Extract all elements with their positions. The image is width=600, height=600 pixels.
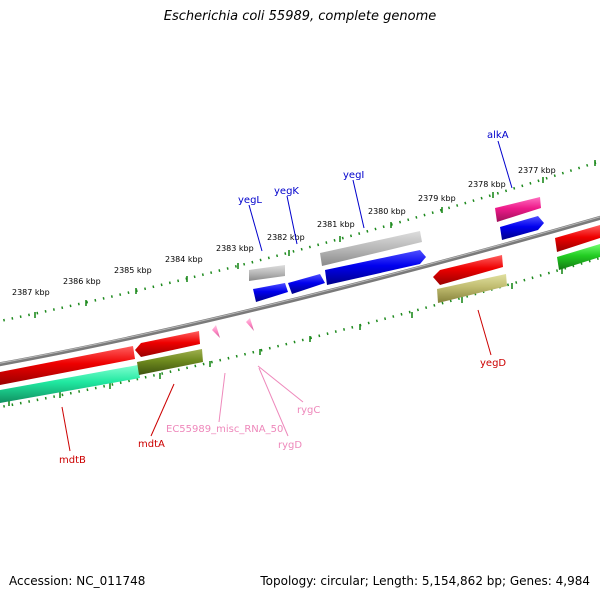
rna-label-misc[interactable]: EC55989_misc_RNA_50 — [166, 424, 283, 435]
ruler-labels: 2387 kbp 2386 kbp 2385 kbp 2384 kbp 2383… — [12, 166, 556, 297]
gene-label-yegK[interactable]: yegK — [274, 186, 299, 197]
inner-ruler-ticks — [8, 268, 563, 406]
ruler-label-2385: 2385 kbp — [114, 266, 152, 275]
ruler-label-2381: 2381 kbp — [317, 220, 355, 229]
gene-mdtB-teal[interactable] — [0, 365, 140, 403]
accession-label: Accession: NC_011748 — [9, 574, 146, 588]
outer-ruler-ticks — [34, 160, 596, 318]
gene-yegI-gray[interactable] — [320, 231, 422, 266]
gene-mdtA-olive[interactable] — [137, 349, 203, 375]
misc-rna-feature[interactable] — [212, 325, 220, 338]
dna-backbone-highlight — [0, 216, 600, 364]
gene-right-red[interactable] — [555, 225, 600, 252]
genome-summary-label: Topology: circular; Length: 5,154,862 bp… — [260, 574, 590, 588]
ruler-label-2377: 2377 kbp — [518, 166, 556, 175]
gene-right-green[interactable] — [557, 244, 600, 270]
gene-yegD-olive[interactable] — [437, 274, 507, 303]
gene-label-yegD[interactable]: yegD — [480, 358, 506, 369]
gene-mdtA-cds[interactable] — [135, 331, 200, 357]
ruler-label-2379: 2379 kbp — [418, 194, 456, 203]
ruler-label-2387: 2387 kbp — [12, 288, 50, 297]
ruler-label-2383: 2383 kbp — [216, 244, 254, 253]
gene-yegI-cds[interactable] — [325, 250, 426, 285]
ryg-rna-feature[interactable] — [246, 318, 254, 331]
ruler-label-2386: 2386 kbp — [63, 277, 101, 286]
ruler-label-2380: 2380 kbp — [368, 207, 406, 216]
label-connectors — [61, 140, 513, 452]
gene-label-mdtA[interactable]: mdtA — [138, 439, 165, 450]
map-title: Escherichia coli 55989, complete genome — [163, 9, 437, 24]
gene-yegL-cds[interactable] — [253, 283, 288, 302]
gene-label-yegL[interactable]: yegL — [238, 195, 262, 206]
gene-label-mdtB[interactable]: mdtB — [59, 455, 86, 466]
ruler-label-2382: 2382 kbp — [267, 233, 305, 242]
gene-label-alkA[interactable]: alkA — [487, 130, 509, 141]
gene-labels: yegL yegK yegI alkA yegD mdtA mdtB EC559… — [59, 130, 509, 466]
gene-alkA-cds[interactable] — [500, 216, 544, 240]
gene-alkA-magenta[interactable] — [495, 197, 541, 222]
gene-label-yegI[interactable]: yegI — [343, 170, 364, 181]
gene-yegL-gray[interactable] — [249, 265, 285, 281]
dna-backbone — [0, 215, 600, 367]
rna-label-rygC[interactable]: rygC — [297, 405, 320, 416]
gene-mdtB-cds[interactable] — [0, 346, 135, 385]
rna-label-rygD[interactable]: rygD — [278, 440, 302, 451]
gene-yegK-cds[interactable] — [288, 274, 325, 294]
ruler-label-2384: 2384 kbp — [165, 255, 203, 264]
gene-yegD-cds[interactable] — [433, 255, 503, 285]
ruler-label-2378: 2378 kbp — [468, 180, 506, 189]
